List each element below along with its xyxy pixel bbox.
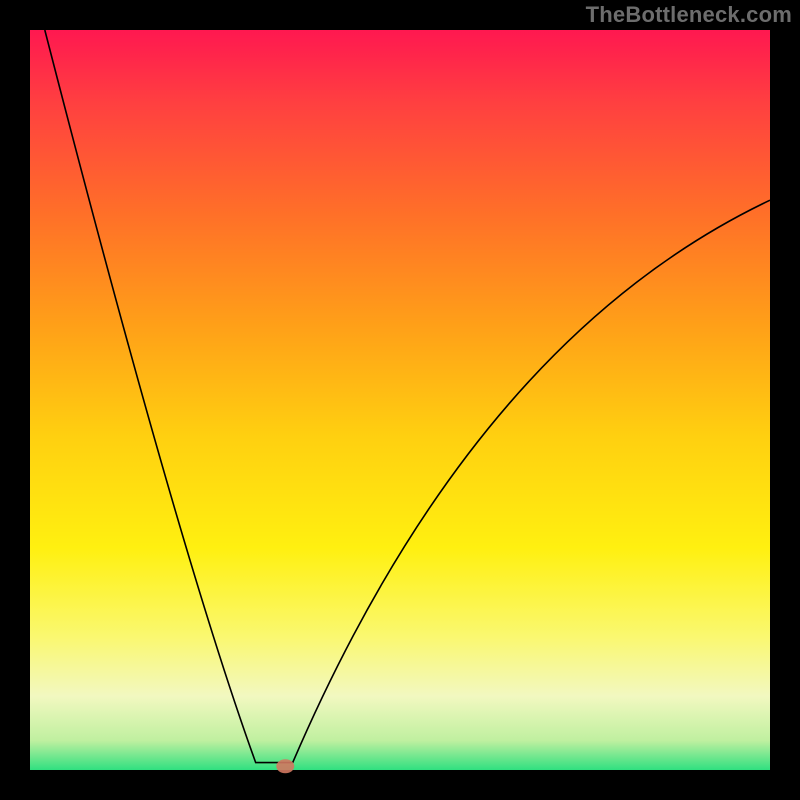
optimal-point-marker — [276, 759, 294, 773]
plot-background — [30, 30, 770, 770]
watermark-text: TheBottleneck.com — [586, 2, 792, 28]
bottleneck-chart — [0, 0, 800, 800]
chart-frame: TheBottleneck.com — [0, 0, 800, 800]
